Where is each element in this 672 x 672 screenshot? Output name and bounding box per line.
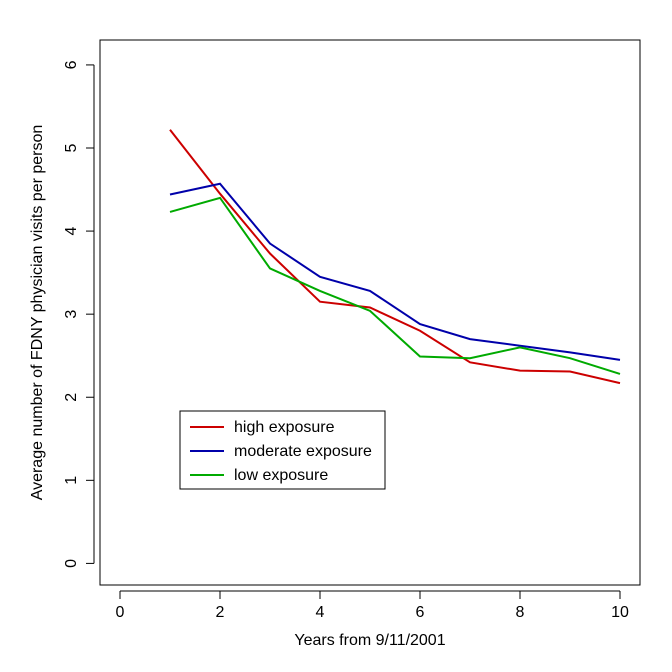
legend-label: moderate exposure (234, 443, 372, 460)
x-tick-label: 2 (216, 604, 225, 621)
series-high-exposure (170, 130, 620, 383)
y-tick-label: 4 (63, 227, 80, 236)
legend-label: high exposure (234, 419, 335, 436)
x-tick-label: 4 (316, 604, 325, 621)
plot-border (100, 40, 640, 585)
line-chart: 0 2 4 6 8 10 0 1 2 3 4 5 6 Years from 9/11/2001 Ave… (0, 0, 672, 672)
legend-label: low exposure (234, 467, 328, 484)
series-low-exposure (170, 198, 620, 374)
x-tick-label: 8 (516, 604, 525, 621)
legend: high exposure moderate exposure low exposu… (180, 411, 385, 489)
y-axis: 0 1 2 3 4 5 6 (63, 60, 94, 567)
x-tick-label: 6 (416, 604, 425, 621)
y-tick-label: 3 (63, 310, 80, 319)
y-tick-label: 1 (63, 476, 80, 485)
y-axis-title: Average number of FDNY physician visits … (29, 125, 46, 501)
x-tick-label: 10 (611, 604, 629, 621)
y-tick-label: 5 (63, 143, 80, 152)
y-tick-label: 2 (63, 393, 80, 402)
y-tick-label: 6 (63, 60, 80, 69)
series-group (170, 130, 620, 383)
x-axis: 0 2 4 6 8 10 (116, 591, 629, 621)
y-tick-label: 0 (63, 559, 80, 568)
x-tick-label: 0 (116, 604, 125, 621)
x-axis-title: Years from 9/11/2001 (294, 632, 445, 649)
